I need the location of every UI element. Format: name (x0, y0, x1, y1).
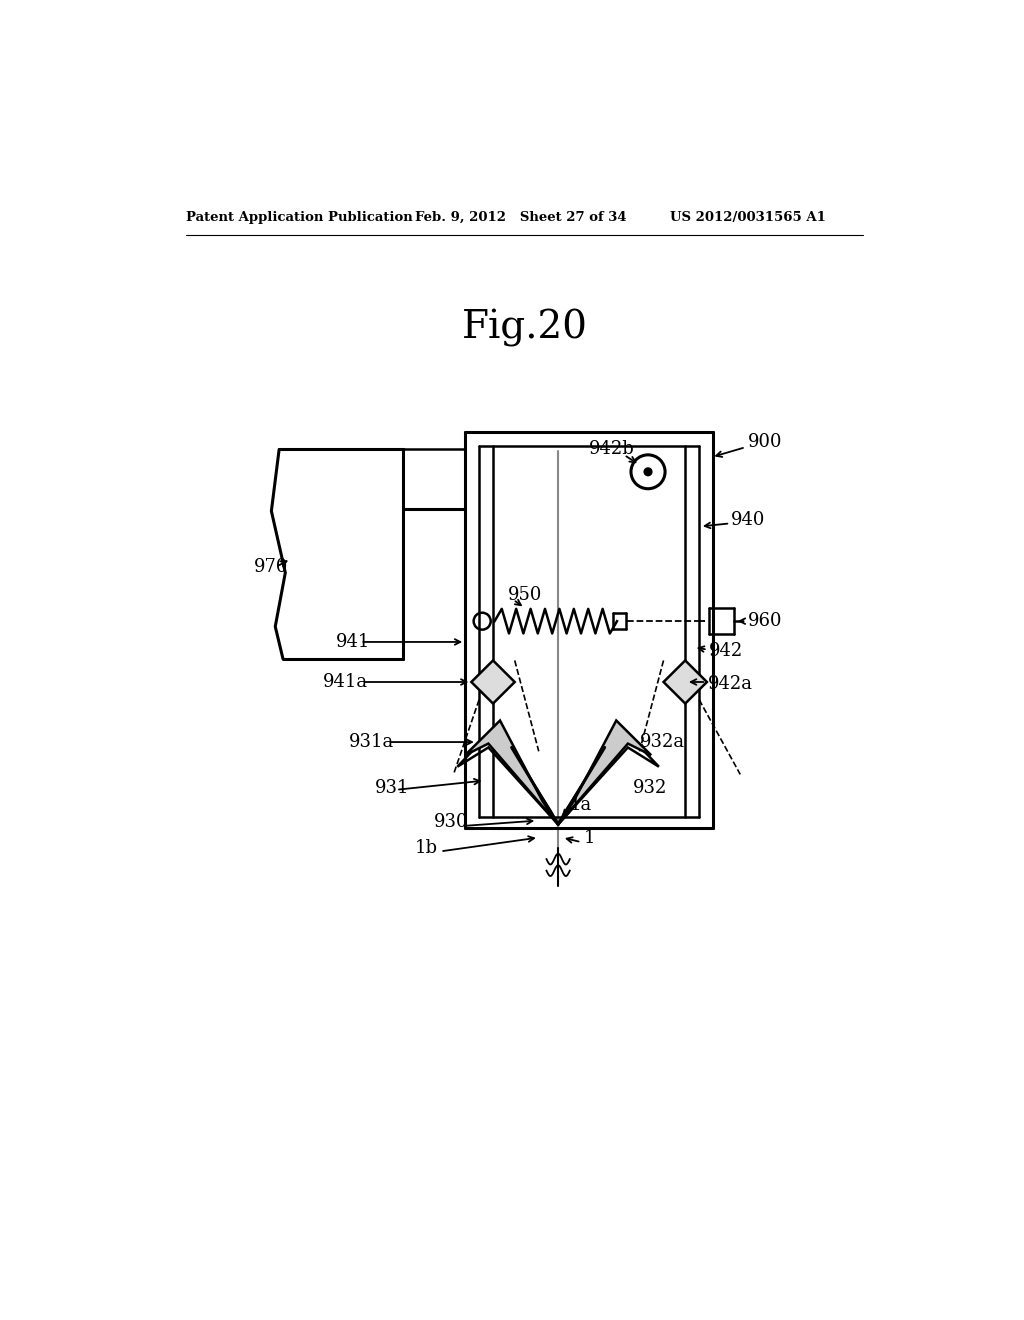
Text: 942a: 942a (708, 675, 753, 693)
Text: 1a: 1a (569, 796, 592, 814)
Text: 932: 932 (633, 779, 668, 797)
Text: 930: 930 (434, 813, 469, 832)
Text: 940: 940 (731, 511, 765, 529)
Text: 970: 970 (254, 557, 288, 576)
Circle shape (644, 469, 652, 475)
Text: 931a: 931a (349, 733, 394, 751)
Text: 960: 960 (748, 612, 782, 630)
Text: 941: 941 (336, 634, 370, 651)
Text: 942b: 942b (589, 441, 635, 458)
Text: Fig.20: Fig.20 (462, 309, 588, 347)
Text: 931: 931 (375, 779, 409, 797)
Text: 900: 900 (748, 433, 782, 450)
Text: 950: 950 (508, 586, 542, 605)
Polygon shape (558, 726, 658, 825)
Text: 1: 1 (584, 829, 595, 846)
Text: 941a: 941a (324, 673, 369, 690)
Polygon shape (471, 660, 515, 704)
Text: Patent Application Publication: Patent Application Publication (186, 211, 413, 224)
Polygon shape (458, 726, 558, 825)
Polygon shape (664, 660, 707, 704)
Polygon shape (465, 721, 558, 825)
Polygon shape (558, 721, 651, 825)
Text: Feb. 9, 2012   Sheet 27 of 34: Feb. 9, 2012 Sheet 27 of 34 (415, 211, 627, 224)
Text: US 2012/0031565 A1: US 2012/0031565 A1 (671, 211, 826, 224)
Text: 932a: 932a (640, 733, 685, 751)
Text: 942: 942 (710, 643, 743, 660)
Text: 1b: 1b (415, 838, 437, 857)
